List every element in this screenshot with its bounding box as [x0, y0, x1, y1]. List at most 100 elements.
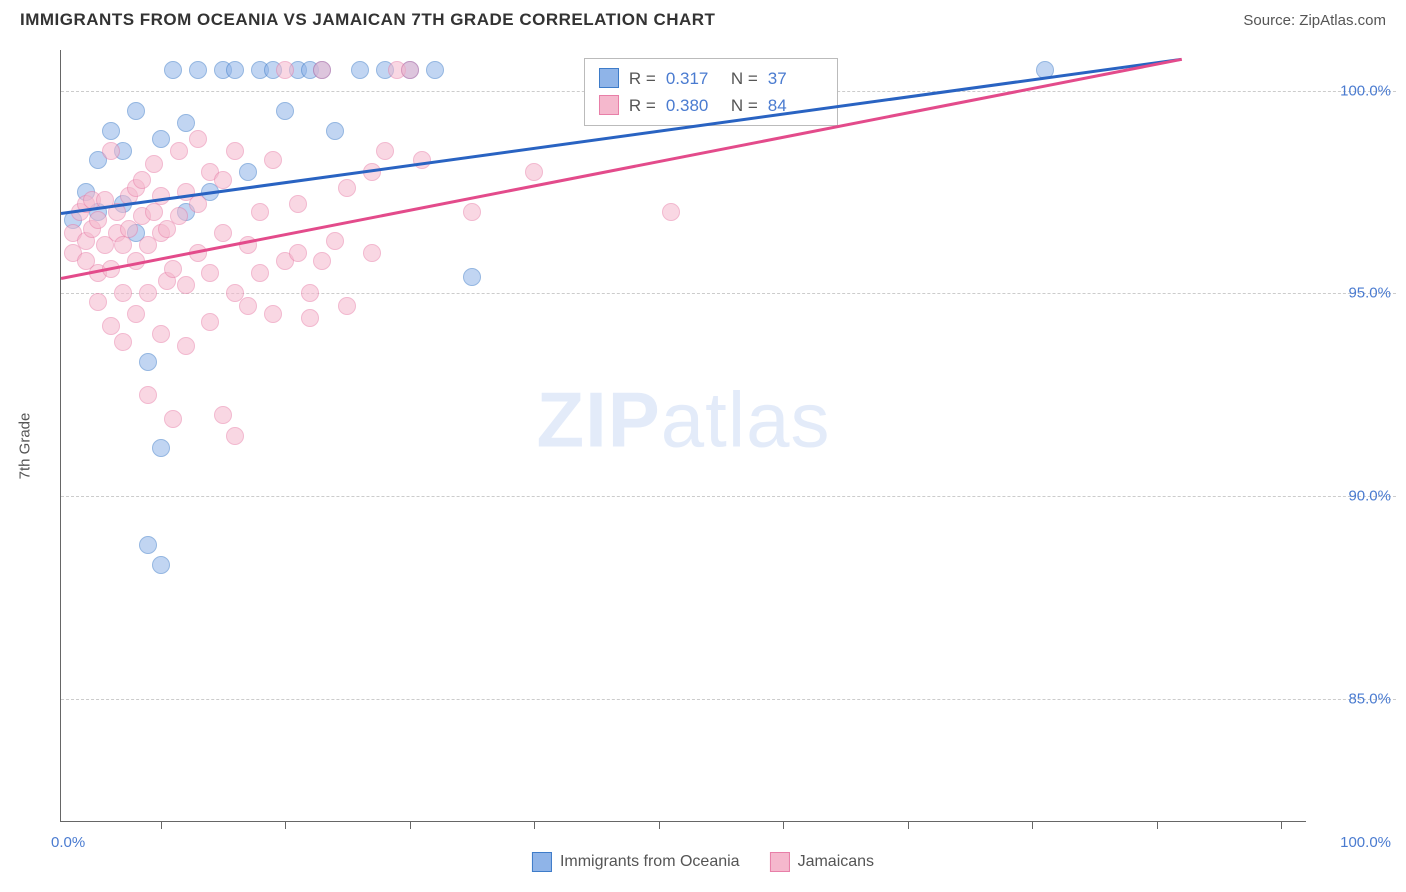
- legend-item-jamaicans: Jamaicans: [770, 852, 874, 872]
- data-point-jamaicans: [145, 155, 163, 173]
- data-point-jamaicans: [170, 142, 188, 160]
- data-point-jamaicans: [102, 317, 120, 335]
- data-point-jamaicans: [338, 297, 356, 315]
- data-point-jamaicans: [413, 151, 431, 169]
- data-point-jamaicans: [89, 293, 107, 311]
- data-point-oceania: [426, 61, 444, 79]
- x-tick: [534, 821, 535, 829]
- data-point-jamaicans: [164, 260, 182, 278]
- data-point-jamaicans: [139, 386, 157, 404]
- data-point-oceania: [139, 353, 157, 371]
- data-point-jamaicans: [170, 207, 188, 225]
- y-tick-label: 100.0%: [1340, 82, 1391, 99]
- data-point-oceania: [164, 61, 182, 79]
- data-point-oceania: [326, 122, 344, 140]
- r-label: R =: [629, 65, 656, 92]
- x-min-label: 0.0%: [51, 834, 85, 851]
- data-point-jamaicans: [114, 333, 132, 351]
- data-point-jamaicans: [164, 410, 182, 428]
- x-tick: [659, 821, 660, 829]
- data-point-jamaicans: [152, 187, 170, 205]
- data-point-jamaicans: [102, 142, 120, 160]
- data-point-jamaicans: [226, 427, 244, 445]
- stats-swatch: [599, 68, 619, 88]
- data-point-oceania: [139, 536, 157, 554]
- data-point-jamaicans: [338, 179, 356, 197]
- gridline-h: [61, 293, 1396, 294]
- data-point-jamaicans: [264, 305, 282, 323]
- legend-swatch-jamaicans: [770, 852, 790, 872]
- chart-title: IMMIGRANTS FROM OCEANIA VS JAMAICAN 7TH …: [20, 10, 715, 30]
- data-point-oceania: [189, 61, 207, 79]
- gridline-h: [61, 496, 1396, 497]
- data-point-oceania: [239, 163, 257, 181]
- x-tick: [1157, 821, 1158, 829]
- data-point-jamaicans: [201, 313, 219, 331]
- data-point-oceania: [152, 556, 170, 574]
- data-point-jamaicans: [139, 284, 157, 302]
- r-value: 0.380: [666, 92, 721, 119]
- data-point-jamaicans: [89, 211, 107, 229]
- data-point-oceania: [463, 268, 481, 286]
- data-point-jamaicans: [313, 61, 331, 79]
- data-point-jamaicans: [276, 61, 294, 79]
- x-tick: [1281, 821, 1282, 829]
- watermark-atlas: atlas: [661, 376, 831, 464]
- data-point-jamaicans: [114, 236, 132, 254]
- watermark: ZIPatlas: [536, 375, 830, 466]
- data-point-jamaicans: [214, 224, 232, 242]
- data-point-jamaicans: [251, 264, 269, 282]
- data-point-jamaicans: [133, 171, 151, 189]
- data-point-oceania: [226, 61, 244, 79]
- data-point-jamaicans: [301, 284, 319, 302]
- legend: Immigrants from Oceania Jamaicans: [532, 852, 874, 872]
- data-point-jamaicans: [662, 203, 680, 221]
- data-point-jamaicans: [239, 297, 257, 315]
- x-tick: [1032, 821, 1033, 829]
- n-value: 37: [768, 65, 823, 92]
- data-point-jamaicans: [264, 151, 282, 169]
- y-tick-label: 85.0%: [1348, 691, 1391, 708]
- data-point-jamaicans: [289, 244, 307, 262]
- data-point-jamaicans: [201, 264, 219, 282]
- data-point-jamaicans: [152, 325, 170, 343]
- stats-row-jamaicans: R =0.380N =84: [599, 92, 823, 119]
- y-tick-label: 95.0%: [1348, 285, 1391, 302]
- source-value: ZipAtlas.com: [1299, 12, 1386, 29]
- source-attribution: Source: ZipAtlas.com: [1243, 12, 1386, 29]
- x-tick: [783, 821, 784, 829]
- data-point-jamaicans: [463, 203, 481, 221]
- data-point-oceania: [276, 102, 294, 120]
- gridline-h: [61, 699, 1396, 700]
- data-point-jamaicans: [177, 276, 195, 294]
- data-point-jamaicans: [289, 195, 307, 213]
- legend-item-oceania: Immigrants from Oceania: [532, 852, 740, 872]
- data-point-jamaicans: [127, 305, 145, 323]
- data-point-jamaicans: [214, 406, 232, 424]
- legend-label-jamaicans: Jamaicans: [798, 853, 874, 871]
- scatter-chart: ZIPatlas 100.0%95.0%90.0%85.0%0.0%100.0%…: [60, 50, 1306, 822]
- r-label: R =: [629, 92, 656, 119]
- n-label: N =: [731, 92, 758, 119]
- data-point-oceania: [351, 61, 369, 79]
- data-point-jamaicans: [226, 142, 244, 160]
- data-point-oceania: [152, 439, 170, 457]
- watermark-zip: ZIP: [536, 376, 660, 464]
- data-point-jamaicans: [313, 252, 331, 270]
- source-label: Source:: [1243, 12, 1299, 29]
- x-tick: [161, 821, 162, 829]
- y-axis-title: 7th Grade: [17, 413, 34, 480]
- data-point-jamaicans: [363, 244, 381, 262]
- x-tick: [285, 821, 286, 829]
- stats-row-oceania: R =0.317N =37: [599, 65, 823, 92]
- data-point-jamaicans: [114, 284, 132, 302]
- chart-header: IMMIGRANTS FROM OCEANIA VS JAMAICAN 7TH …: [0, 0, 1406, 36]
- y-tick-label: 90.0%: [1348, 488, 1391, 505]
- r-value: 0.317: [666, 65, 721, 92]
- data-point-jamaicans: [376, 142, 394, 160]
- data-point-oceania: [177, 114, 195, 132]
- legend-swatch-oceania: [532, 852, 552, 872]
- data-point-jamaicans: [326, 232, 344, 250]
- x-tick: [908, 821, 909, 829]
- data-point-jamaicans: [401, 61, 419, 79]
